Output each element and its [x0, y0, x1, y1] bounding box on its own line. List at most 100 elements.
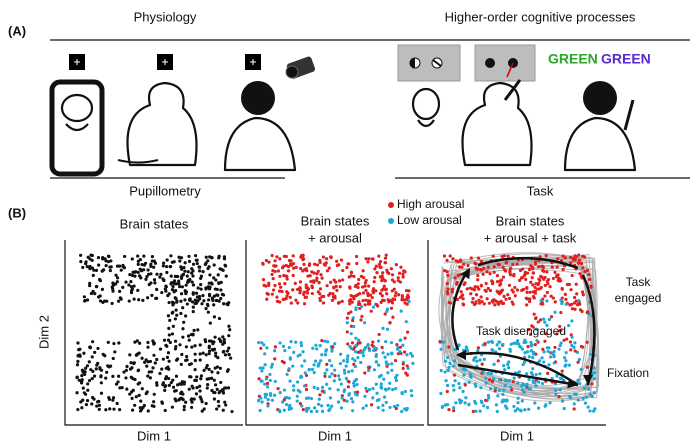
- dot: [340, 396, 344, 400]
- dot: [206, 304, 210, 308]
- dot: [84, 262, 88, 266]
- dot: [324, 257, 329, 261]
- annotation: Task: [626, 275, 652, 289]
- dot: [350, 341, 355, 345]
- dot: [191, 269, 195, 273]
- dot: [502, 294, 506, 298]
- dot: [384, 388, 388, 392]
- dot: [191, 300, 195, 304]
- dot: [227, 352, 231, 357]
- dot: [90, 395, 95, 400]
- dot: [219, 380, 223, 385]
- dot: [342, 359, 346, 363]
- dot: [278, 274, 282, 278]
- dot: [371, 387, 375, 391]
- dot: [315, 276, 319, 280]
- dot: [495, 409, 499, 414]
- dot: [541, 347, 545, 351]
- dot: [263, 382, 267, 386]
- dot: [142, 263, 147, 267]
- dot: [175, 313, 179, 317]
- dot: [92, 374, 97, 378]
- dot: [501, 275, 506, 279]
- dot: [446, 368, 450, 372]
- dot: [369, 309, 373, 313]
- dot: [96, 361, 100, 365]
- dot: [516, 401, 520, 405]
- dot: [361, 285, 365, 289]
- dot: [513, 294, 517, 298]
- dot: [497, 347, 502, 351]
- dot: [491, 348, 495, 352]
- dot: [100, 269, 104, 273]
- dot: [509, 385, 513, 389]
- dot: [382, 377, 386, 381]
- dot: [485, 405, 490, 410]
- dot: [283, 348, 287, 353]
- dot: [79, 381, 84, 385]
- legend-entry: Low arousal: [397, 213, 462, 227]
- dot: [177, 282, 181, 286]
- dot: [493, 389, 497, 393]
- dot: [223, 400, 227, 404]
- dot: [178, 285, 182, 289]
- dot: [366, 368, 371, 373]
- dot: [301, 253, 305, 257]
- dot: [342, 368, 347, 372]
- dot: [399, 338, 403, 342]
- dot: [160, 367, 164, 371]
- dot: [322, 294, 326, 298]
- dot: [539, 274, 543, 278]
- dot: [341, 268, 345, 273]
- dot: [367, 257, 371, 261]
- dot: [478, 358, 482, 362]
- dot: [347, 380, 351, 384]
- dot: [475, 359, 479, 363]
- dot: [75, 375, 79, 380]
- dot: [207, 367, 211, 371]
- dot: [285, 372, 289, 377]
- dot: [520, 384, 524, 388]
- dot: [493, 303, 497, 307]
- dot: [115, 264, 120, 268]
- dot: [460, 294, 464, 298]
- dot: [130, 408, 135, 412]
- dot: [229, 356, 233, 360]
- dot: [376, 339, 381, 343]
- dot: [318, 287, 323, 291]
- dot: [569, 261, 573, 265]
- dot: [195, 386, 199, 390]
- dot: [585, 311, 589, 315]
- dot: [291, 254, 295, 258]
- dot: [302, 302, 307, 306]
- dot: [152, 342, 156, 346]
- dot: [294, 265, 298, 269]
- dot: [385, 362, 389, 366]
- dot: [472, 358, 476, 362]
- dot: [465, 347, 469, 351]
- dot: [80, 373, 84, 378]
- dot: [323, 353, 328, 357]
- dot: [504, 261, 508, 265]
- dot: [208, 321, 212, 325]
- dot: [485, 297, 489, 301]
- dot: [549, 355, 553, 359]
- dot: [179, 292, 184, 296]
- dot: [221, 389, 225, 393]
- dot: [167, 376, 171, 381]
- dot: [405, 406, 409, 411]
- dot: [311, 346, 315, 350]
- dot: [390, 368, 394, 372]
- dot: [588, 409, 592, 413]
- dot: [147, 370, 151, 374]
- dot: [439, 368, 443, 373]
- dot: [498, 340, 502, 344]
- dot: [450, 290, 454, 294]
- dot: [557, 347, 561, 351]
- dot: [139, 276, 143, 280]
- dot: [389, 340, 394, 345]
- dot: [345, 360, 349, 364]
- dot: [515, 288, 519, 292]
- dot: [457, 381, 461, 386]
- dot: [354, 392, 358, 396]
